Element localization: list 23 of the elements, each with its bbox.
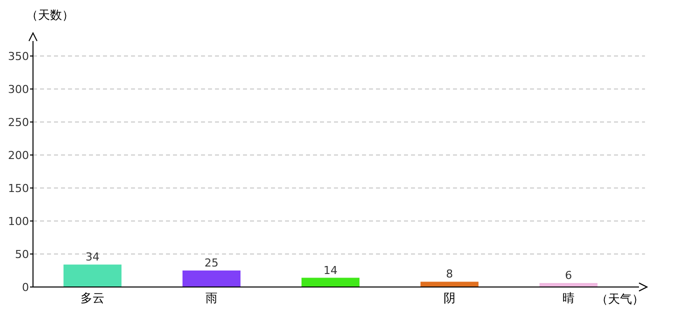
y-tick-label: 200	[8, 149, 29, 162]
y-tick-label: 350	[8, 50, 29, 63]
bar	[64, 264, 122, 287]
y-axis-title: （天数）	[26, 8, 74, 22]
x-tick-label: 晴	[562, 291, 574, 305]
data-label: 14	[324, 264, 338, 277]
x-tick-label: 多云	[80, 291, 104, 305]
y-tick-label: 100	[8, 215, 29, 228]
bar	[182, 270, 240, 287]
data-label: 6	[565, 269, 572, 282]
data-label: 25	[204, 256, 218, 270]
y-tick-label: 0	[22, 281, 29, 294]
bar	[302, 278, 360, 287]
y-tick-label: 300	[8, 83, 29, 96]
bar	[420, 282, 478, 287]
x-tick-label: 雨	[206, 291, 218, 305]
x-tick-label: 阴	[444, 291, 456, 305]
y-tick-label: 250	[8, 116, 29, 129]
x-axis-title: （天气）	[596, 292, 644, 306]
data-label: 34	[86, 250, 100, 264]
y-tick-label: 150	[8, 182, 29, 195]
data-label: 8	[446, 268, 453, 281]
y-tick-label: 50	[15, 248, 29, 261]
